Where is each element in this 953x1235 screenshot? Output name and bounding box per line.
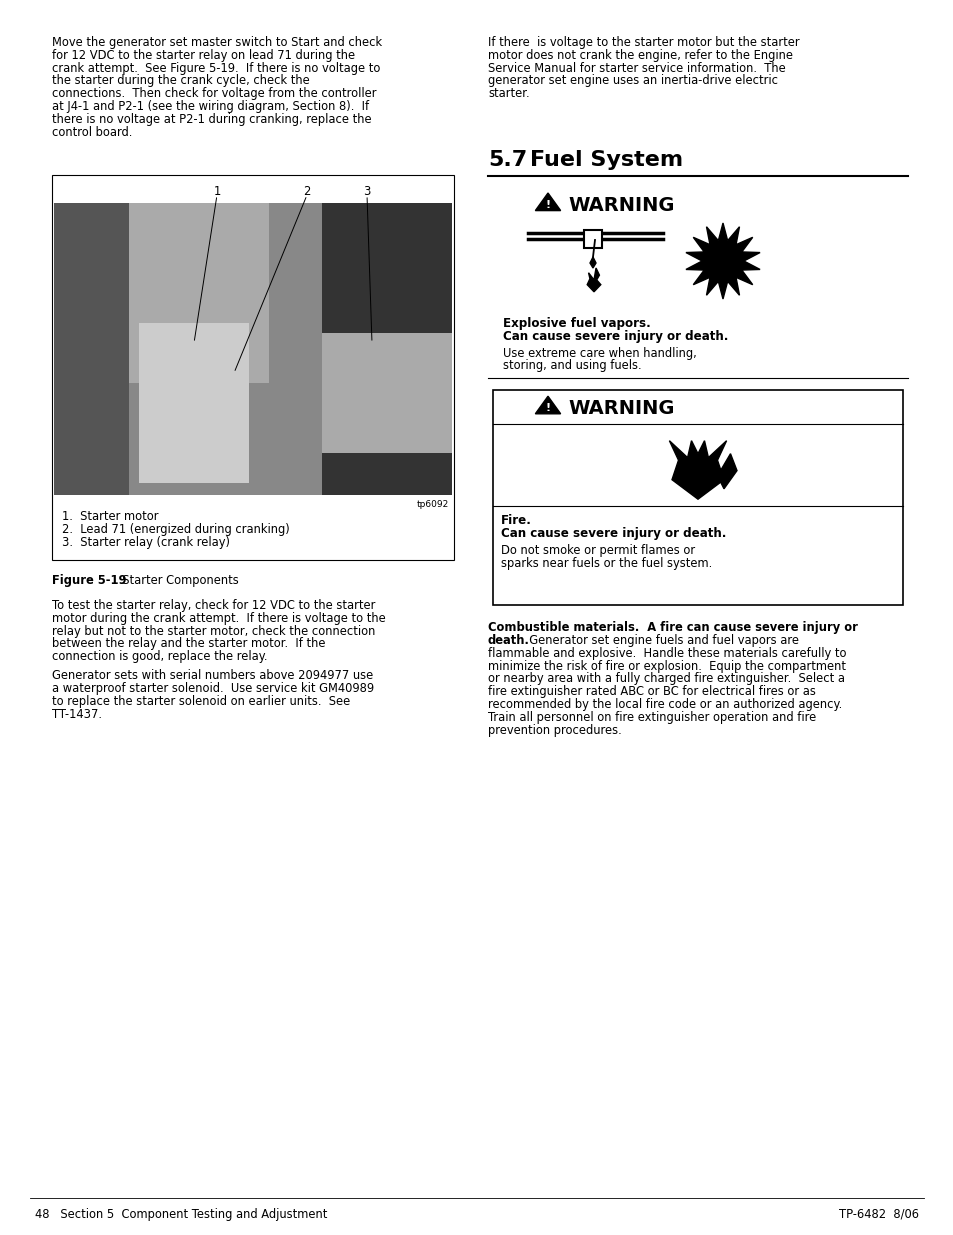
Text: TP-6482  8/06: TP-6482 8/06 (838, 1208, 918, 1221)
Text: Fire.: Fire. (500, 514, 532, 527)
Text: Generator sets with serial numbers above 2094977 use: Generator sets with serial numbers above… (52, 669, 373, 683)
Text: To test the starter relay, check for 12 VDC to the starter: To test the starter relay, check for 12 … (52, 599, 375, 613)
Text: motor does not crank the engine, refer to the Engine: motor does not crank the engine, refer t… (488, 49, 792, 62)
Text: If there  is voltage to the starter motor but the starter: If there is voltage to the starter motor… (488, 36, 799, 49)
Text: crank attempt.  See Figure 5-19.  If there is no voltage to: crank attempt. See Figure 5-19. If there… (52, 62, 380, 74)
Text: WARNING: WARNING (567, 399, 674, 419)
Text: TT-1437.: TT-1437. (52, 708, 102, 721)
Text: Explosive fuel vapors.: Explosive fuel vapors. (502, 317, 650, 330)
Text: Service Manual for starter service information.  The: Service Manual for starter service infor… (488, 62, 785, 74)
Text: 5.7: 5.7 (488, 149, 527, 170)
Text: Starter Components: Starter Components (115, 574, 238, 587)
Polygon shape (685, 224, 760, 299)
Text: tp6092: tp6092 (416, 500, 449, 509)
Text: Can cause severe injury or death.: Can cause severe injury or death. (500, 527, 725, 540)
Text: there is no voltage at P2-1 during cranking, replace the: there is no voltage at P2-1 during crank… (52, 112, 372, 126)
Bar (583, 230, 601, 248)
Text: WARNING: WARNING (567, 196, 674, 215)
Text: 3.  Starter relay (crank relay): 3. Starter relay (crank relay) (62, 536, 230, 548)
Bar (322, 203, 452, 495)
Text: connections.  Then check for voltage from the controller: connections. Then check for voltage from… (52, 88, 376, 100)
Polygon shape (669, 441, 726, 499)
Text: a waterproof starter solenoid.  Use service kit GM40989: a waterproof starter solenoid. Use servi… (52, 682, 374, 695)
Text: fire extinguisher rated ABC or BC for electrical fires or as: fire extinguisher rated ABC or BC for el… (488, 685, 815, 698)
Text: at J4-1 and P2-1 (see the wiring diagram, Section 8).  If: at J4-1 and P2-1 (see the wiring diagram… (52, 100, 369, 112)
Bar (54, 203, 452, 495)
Text: Figure 5-19: Figure 5-19 (52, 574, 127, 587)
Text: death.: death. (488, 634, 529, 647)
Text: storing, and using fuels.: storing, and using fuels. (502, 359, 641, 373)
Text: Move the generator set master switch to Start and check: Move the generator set master switch to … (52, 36, 382, 49)
Text: Fuel System: Fuel System (530, 149, 682, 170)
Text: Do not smoke or permit flames or: Do not smoke or permit flames or (500, 543, 695, 557)
Bar (322, 333, 452, 453)
Text: relay but not to the starter motor, check the connection: relay but not to the starter motor, chec… (52, 625, 375, 637)
Polygon shape (535, 193, 560, 211)
Polygon shape (717, 453, 737, 489)
Text: sparks near fuels or the fuel system.: sparks near fuels or the fuel system. (500, 557, 712, 569)
Text: for 12 VDC to the starter relay on lead 71 during the: for 12 VDC to the starter relay on lead … (52, 49, 355, 62)
Text: to replace the starter solenoid on earlier units.  See: to replace the starter solenoid on earli… (52, 695, 350, 708)
Text: flammable and explosive.  Handle these materials carefully to: flammable and explosive. Handle these ma… (488, 647, 845, 659)
Text: between the relay and the starter motor.  If the: between the relay and the starter motor.… (52, 637, 325, 651)
Bar (493, 390, 902, 605)
Text: prevention procedures.: prevention procedures. (488, 724, 621, 736)
Bar (139, 324, 249, 483)
Text: 1.  Starter motor: 1. Starter motor (62, 510, 158, 522)
Polygon shape (587, 268, 600, 291)
Polygon shape (589, 257, 596, 268)
Text: Train all personnel on fire extinguisher operation and fire: Train all personnel on fire extinguisher… (488, 711, 816, 724)
Text: Can cause severe injury or death.: Can cause severe injury or death. (502, 330, 727, 343)
Text: Generator set engine fuels and fuel vapors are: Generator set engine fuels and fuel vapo… (521, 634, 799, 647)
Text: connection is good, replace the relay.: connection is good, replace the relay. (52, 650, 267, 663)
Text: starter.: starter. (488, 88, 529, 100)
Text: generator set engine uses an inertia-drive electric: generator set engine uses an inertia-dri… (488, 74, 778, 88)
Text: 2: 2 (303, 185, 311, 198)
Text: the starter during the crank cycle, check the: the starter during the crank cycle, chec… (52, 74, 310, 88)
Text: recommended by the local fire code or an authorized agency.: recommended by the local fire code or an… (488, 698, 841, 711)
Bar (52, 175, 454, 559)
Text: !: ! (545, 404, 550, 414)
Text: 3: 3 (363, 185, 371, 198)
Polygon shape (535, 396, 560, 414)
Text: Use extreme care when handling,: Use extreme care when handling, (502, 347, 696, 359)
Bar (54, 203, 129, 495)
Text: Combustible materials.  A fire can cause severe injury or: Combustible materials. A fire can cause … (488, 621, 857, 635)
Text: 1: 1 (213, 185, 220, 198)
Text: 2.  Lead 71 (energized during cranking): 2. Lead 71 (energized during cranking) (62, 522, 290, 536)
Text: control board.: control board. (52, 126, 132, 138)
Text: 48   Section 5  Component Testing and Adjustment: 48 Section 5 Component Testing and Adjus… (35, 1208, 327, 1221)
Text: motor during the crank attempt.  If there is voltage to the: motor during the crank attempt. If there… (52, 611, 385, 625)
Text: or nearby area with a fully charged fire extinguisher.  Select a: or nearby area with a fully charged fire… (488, 672, 844, 685)
Text: minimize the risk of fire or explosion.  Equip the compartment: minimize the risk of fire or explosion. … (488, 659, 845, 673)
Text: !: ! (545, 200, 550, 210)
Bar (129, 203, 269, 383)
